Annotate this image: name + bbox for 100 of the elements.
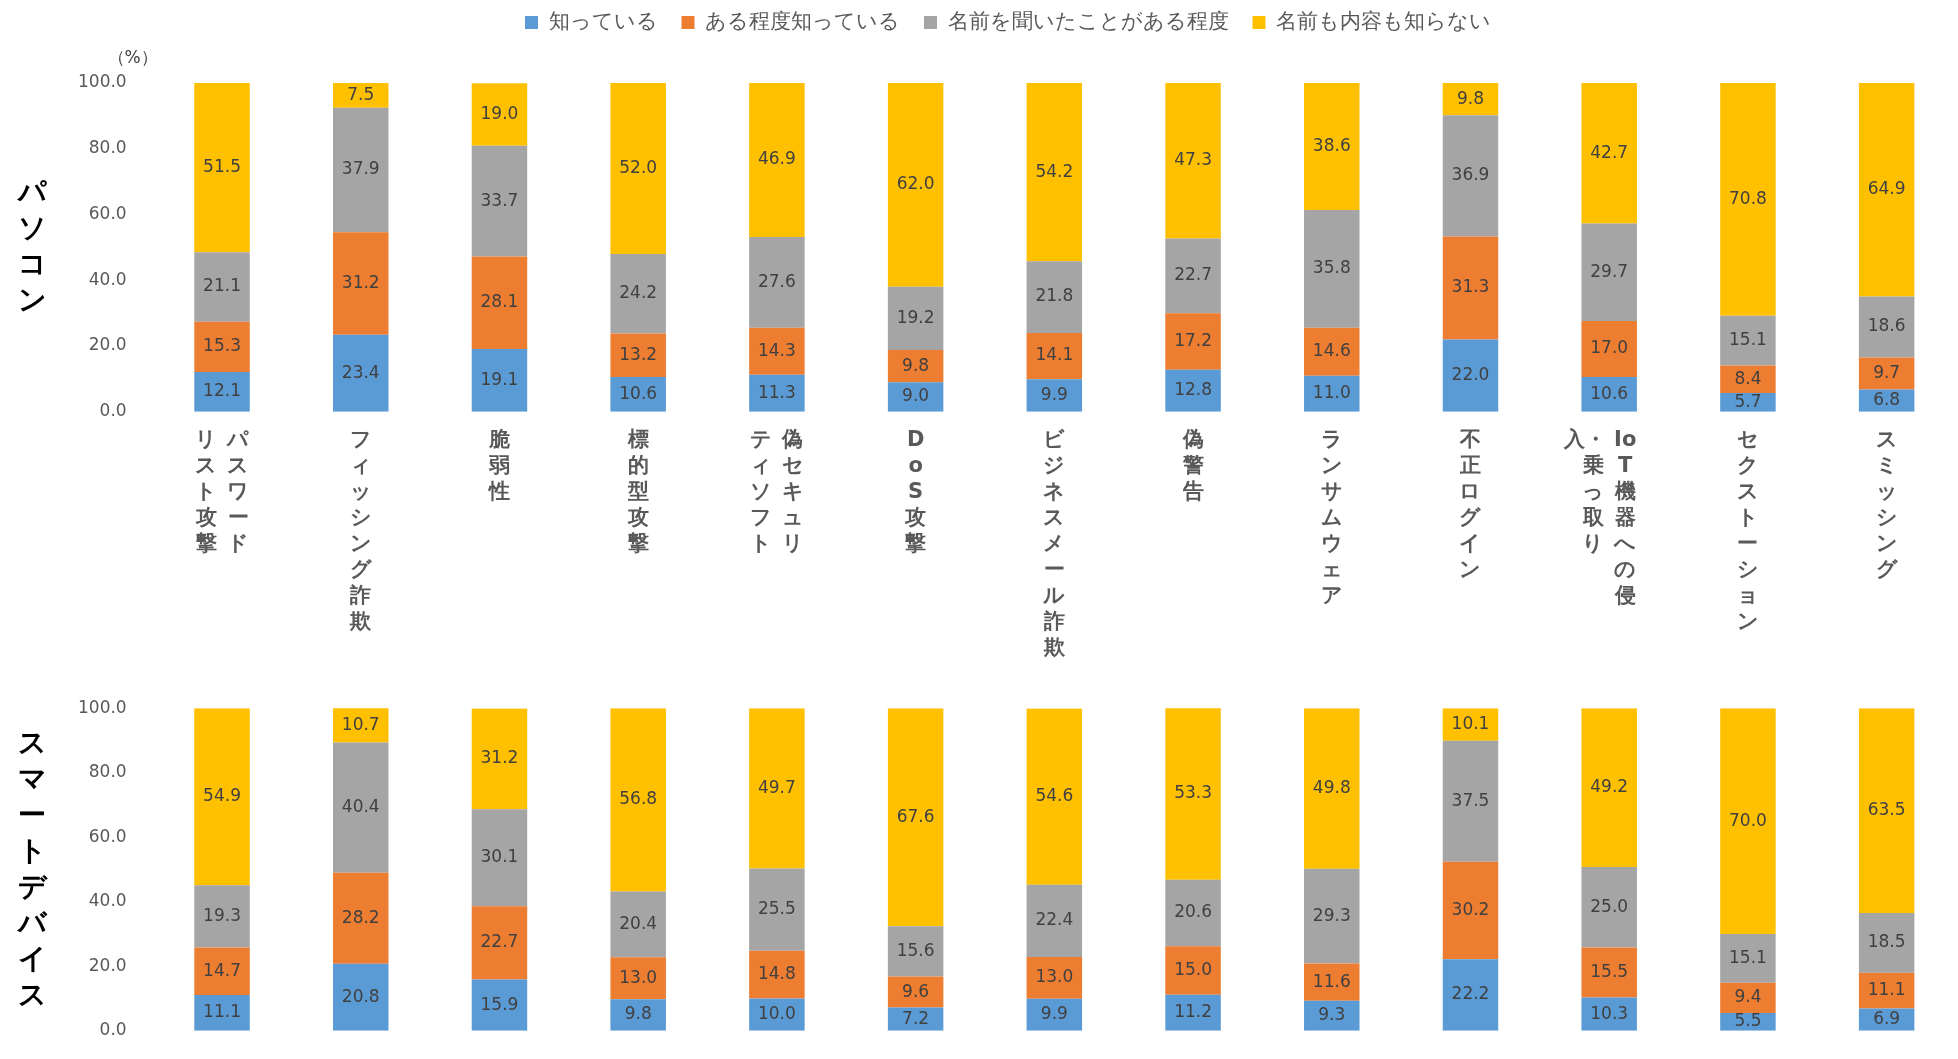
data-label: 14.8	[757, 963, 796, 984]
data-label: 31.2	[341, 271, 380, 292]
data-label: 49.2	[1590, 775, 1629, 796]
bar	[1026, 956, 1083, 999]
data-label: 9.9	[1040, 383, 1068, 404]
data-label: 10.6	[619, 382, 658, 403]
y-tick-label: 100.0	[78, 696, 127, 717]
data-label: 15.0	[1174, 958, 1212, 979]
data-label: 10.0	[757, 1003, 796, 1024]
data-label: 30.2	[1451, 898, 1490, 919]
bar	[1442, 339, 1499, 412]
data-label: 25.0	[1590, 895, 1629, 916]
data-label: 28.1	[480, 291, 519, 312]
data-label: 13.2	[619, 343, 658, 364]
bar	[1858, 708, 1915, 914]
data-label: 22.7	[1174, 264, 1212, 285]
data-label: 9.8	[902, 354, 930, 375]
data-label: 36.9	[1451, 164, 1490, 185]
x-tick-label: フィッシング詐欺	[348, 425, 373, 635]
bar	[887, 286, 944, 350]
y-tick-label: 0.0	[99, 400, 127, 421]
data-label: 35.8	[1312, 257, 1351, 278]
x-tick-label: 不正ログイン	[1458, 425, 1483, 583]
data-label: 22.0	[1451, 364, 1490, 385]
bar	[1026, 708, 1083, 885]
y-tick-label: 20.0	[88, 334, 127, 355]
data-label: 31.2	[480, 747, 519, 768]
data-label: 29.7	[1590, 260, 1629, 281]
data-label: 47.3	[1174, 149, 1212, 170]
bar	[1720, 365, 1776, 394]
bar	[1858, 913, 1915, 973]
data-label: 22.7	[480, 931, 519, 952]
data-label: 15.3	[203, 335, 241, 356]
legend-label: 名前を聞いたことがある程度	[947, 8, 1229, 33]
bar	[1442, 959, 1499, 1031]
bar	[749, 708, 805, 869]
bar	[610, 708, 666, 892]
data-label: 6.9	[1873, 1008, 1901, 1029]
data-label: 70.8	[1728, 187, 1767, 208]
data-label: 10.1	[1451, 712, 1490, 733]
bar	[194, 252, 250, 322]
data-label: 63.5	[1867, 799, 1906, 820]
data-label: 11.6	[1312, 970, 1351, 991]
bar	[610, 891, 666, 958]
data-label: 9.0	[902, 385, 930, 406]
bar	[1720, 83, 1776, 316]
bar	[194, 372, 250, 412]
data-label: 30.1	[480, 846, 519, 867]
bar	[610, 957, 666, 1000]
data-label: 19.3	[203, 904, 241, 925]
data-label: 9.6	[902, 980, 930, 1001]
text: パソコン	[16, 174, 48, 319]
bar	[1581, 947, 1637, 998]
data-label: 70.0	[1728, 809, 1767, 830]
data-label: 51.5	[203, 156, 241, 177]
data-label: 20.8	[341, 985, 380, 1006]
bar	[749, 236, 805, 328]
bar	[1442, 236, 1499, 340]
y-tick-label: 60.0	[88, 202, 127, 223]
bar	[471, 256, 528, 349]
data-label: 27.6	[757, 270, 796, 291]
data-label: 15.1	[1728, 946, 1767, 967]
bar	[1858, 83, 1915, 297]
bar	[194, 994, 250, 1031]
bar	[887, 708, 944, 927]
legend-label: 知っている	[548, 8, 658, 33]
data-label: 9.7	[1873, 361, 1901, 382]
bar	[1720, 934, 1776, 983]
data-label: 11.2	[1174, 1001, 1212, 1022]
bar	[194, 83, 250, 253]
data-label: 54.9	[203, 785, 241, 806]
bar	[1858, 296, 1915, 358]
data-label: 53.3	[1174, 782, 1212, 803]
data-label: 23.4	[341, 361, 380, 382]
bar	[610, 83, 666, 254]
y-tick-label: 40.0	[88, 268, 127, 289]
bar	[333, 742, 389, 873]
bar	[194, 947, 250, 995]
data-label: 9.4	[1734, 986, 1762, 1007]
data-label: 19.2	[896, 306, 935, 327]
bar	[1581, 708, 1637, 867]
data-label: 5.5	[1734, 1010, 1762, 1031]
y-tick-label: 40.0	[88, 890, 127, 911]
bar	[1165, 238, 1221, 314]
bar	[333, 83, 389, 108]
bar	[610, 253, 666, 334]
data-label: 31.3	[1451, 276, 1490, 297]
bar	[1026, 884, 1083, 957]
bar	[1304, 963, 1360, 1001]
bar	[194, 885, 250, 948]
data-label: 46.9	[757, 148, 796, 169]
data-label: 21.1	[203, 275, 241, 296]
legend-label: 名前も内容も知らない	[1276, 8, 1491, 33]
bar	[1304, 868, 1360, 964]
data-label: 19.1	[480, 368, 519, 389]
bar	[1581, 83, 1637, 224]
bar	[1165, 708, 1221, 880]
data-label: 33.7	[480, 189, 519, 210]
bar	[333, 334, 389, 412]
data-label: 11.1	[1867, 979, 1906, 1000]
